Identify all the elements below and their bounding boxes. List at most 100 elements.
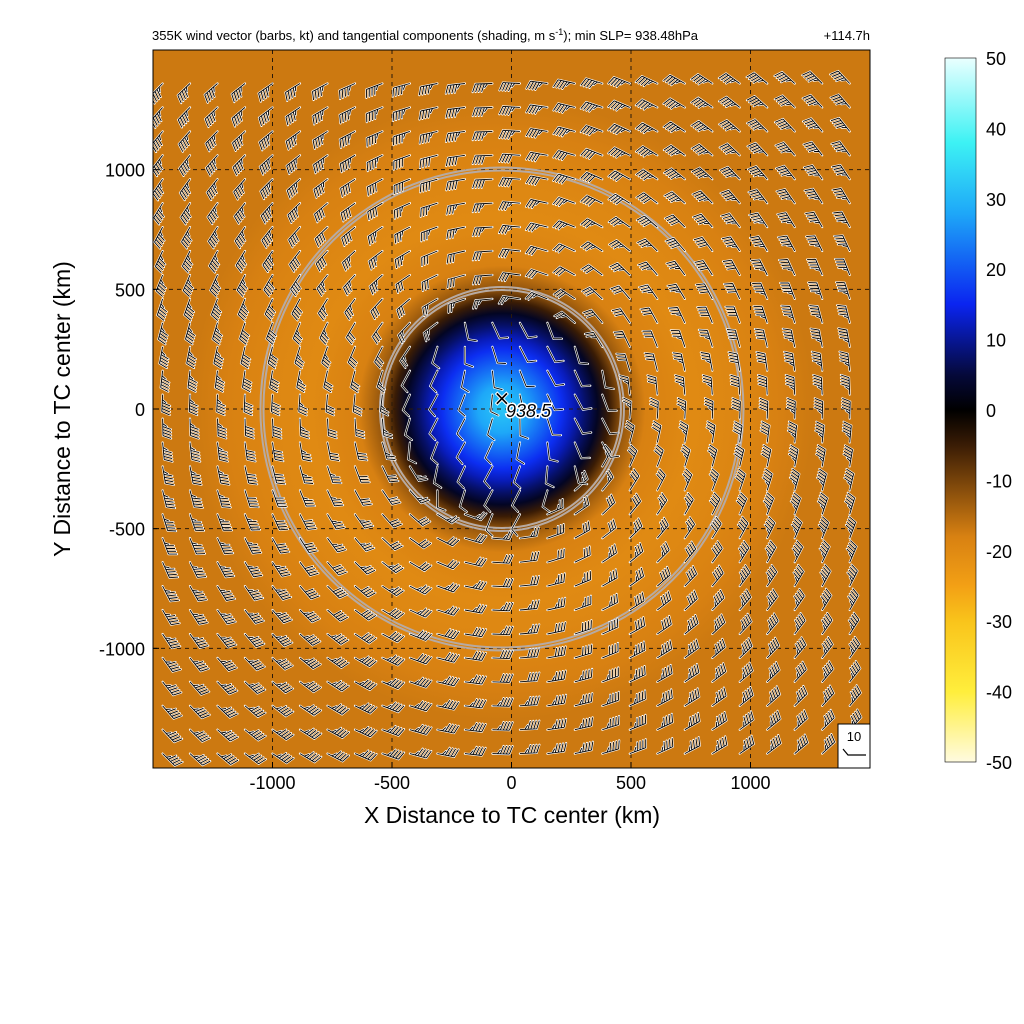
reference-barb-label: 10 bbox=[847, 729, 861, 744]
wind-barb-line bbox=[849, 660, 861, 683]
wind-barb-line bbox=[547, 573, 566, 587]
wind-barb-line bbox=[162, 681, 182, 696]
wind-barb-line bbox=[162, 418, 172, 439]
wind-barb-line bbox=[844, 468, 855, 491]
wind-barb-line bbox=[553, 102, 575, 113]
wind-barb-line bbox=[162, 753, 183, 767]
wind-barb-line bbox=[344, 298, 356, 320]
wind-barb-line bbox=[492, 578, 514, 588]
wind-barb-line bbox=[437, 747, 459, 758]
wind-barb-line bbox=[233, 178, 246, 200]
wind-barb-line bbox=[806, 235, 823, 252]
wind-barb-line bbox=[160, 370, 170, 392]
wind-barb-line bbox=[299, 633, 321, 646]
wind-barb-line bbox=[483, 466, 493, 489]
wind-barb-line bbox=[761, 444, 772, 467]
wind-barb-line bbox=[445, 178, 465, 191]
wind-barb-line bbox=[402, 394, 411, 417]
wind-barb-line bbox=[382, 514, 402, 528]
wind-barb-line bbox=[181, 226, 192, 249]
wind-barb-line bbox=[780, 282, 796, 300]
wind-barb-line bbox=[691, 144, 713, 156]
wind-barb-line bbox=[312, 131, 328, 149]
wind-barb-line bbox=[285, 107, 301, 126]
wind-barb-line bbox=[546, 394, 564, 411]
wind-barb-line bbox=[574, 470, 588, 491]
wind-barb-line bbox=[354, 750, 377, 761]
wind-barb-line bbox=[610, 285, 631, 300]
radius-ring-outer bbox=[259, 166, 745, 652]
wind-barb-line bbox=[719, 166, 741, 180]
wind-barb-line bbox=[625, 420, 635, 443]
wind-barb-line bbox=[231, 83, 246, 103]
wind-barb-line bbox=[601, 442, 620, 458]
wind-barb-line bbox=[718, 96, 740, 108]
wind-barb-line bbox=[162, 729, 183, 743]
wind-barb-line bbox=[342, 250, 356, 271]
wind-barb-line bbox=[663, 168, 686, 180]
wind-barb-line bbox=[243, 394, 253, 416]
wind-barb-line bbox=[217, 561, 235, 578]
wind-barb-line bbox=[299, 657, 321, 669]
wind-barb-line bbox=[217, 753, 239, 765]
wind-barb-line bbox=[327, 490, 344, 507]
wind-barb-line bbox=[692, 190, 713, 204]
wind-barb-line bbox=[423, 322, 438, 342]
wind-barb-line bbox=[189, 418, 199, 439]
wind-barb-line bbox=[236, 274, 248, 297]
wind-barb-line bbox=[341, 226, 356, 247]
wind-barb-line bbox=[697, 306, 713, 323]
wind-barb-line bbox=[327, 727, 350, 739]
wind-barb-line bbox=[422, 298, 438, 316]
wind-barb-line bbox=[734, 444, 745, 467]
wind-barb-line bbox=[393, 178, 411, 195]
wind-barb-line bbox=[492, 697, 514, 707]
wind-barb-line bbox=[709, 492, 721, 515]
wind-barb-line bbox=[519, 370, 535, 387]
wind-barb-line bbox=[644, 352, 658, 371]
wind-barb-line bbox=[794, 612, 806, 635]
wind-barb-line bbox=[217, 514, 232, 531]
wind-barb-line bbox=[381, 466, 399, 483]
wind-barb-line bbox=[445, 83, 465, 94]
wind-barb-line bbox=[237, 298, 249, 321]
wind-barb-line bbox=[409, 585, 432, 595]
wind-barb-line bbox=[638, 261, 658, 276]
wind-barb-line bbox=[525, 222, 548, 232]
wind-barb-line bbox=[602, 569, 618, 587]
wind-barb-line bbox=[472, 154, 493, 165]
wind-barb-line bbox=[472, 83, 493, 93]
wind-barb-line bbox=[288, 226, 301, 248]
wind-barb-line bbox=[574, 496, 590, 515]
wind-barb-line bbox=[766, 662, 780, 683]
wind-barb-line bbox=[746, 72, 768, 84]
x-tick-label: -1000 bbox=[249, 773, 295, 793]
wind-barb-line bbox=[244, 561, 263, 578]
wind-barb-line bbox=[314, 226, 328, 247]
wind-barb-line bbox=[821, 709, 835, 731]
wind-barb-line bbox=[602, 716, 620, 731]
wind-barb-line bbox=[733, 421, 743, 443]
wind-barb-line bbox=[189, 490, 203, 509]
wind-barb-line bbox=[791, 516, 803, 539]
wind-barb-line bbox=[401, 370, 411, 393]
wind-barb-line bbox=[299, 561, 319, 577]
wind-barb-line bbox=[608, 239, 631, 252]
wind-barb-line bbox=[262, 250, 274, 273]
wind-barb-line bbox=[547, 499, 564, 515]
wind-barb-line bbox=[492, 721, 514, 731]
reference-barb-frame bbox=[837, 723, 871, 769]
wind-barb-line bbox=[657, 738, 674, 755]
wind-barb-line bbox=[420, 202, 438, 217]
wind-barb-line bbox=[395, 274, 411, 294]
wind-barb-line bbox=[793, 564, 804, 587]
wind-barb-line bbox=[261, 226, 273, 248]
wind-barb-line bbox=[657, 566, 671, 587]
wind-barb-line bbox=[291, 298, 303, 321]
wind-barb-line bbox=[185, 322, 196, 345]
wind-barb-line bbox=[299, 609, 320, 623]
wind-barb-line bbox=[545, 466, 554, 488]
wind-barb-line bbox=[285, 131, 301, 150]
wind-barb-line bbox=[657, 713, 674, 731]
wind-barb-line bbox=[382, 608, 404, 620]
